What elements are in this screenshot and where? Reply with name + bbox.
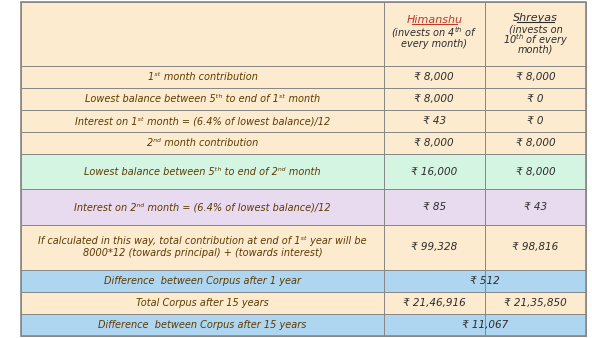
Polygon shape [21, 2, 384, 66]
Text: ₹ 21,46,916: ₹ 21,46,916 [403, 298, 466, 308]
Polygon shape [384, 2, 485, 66]
Polygon shape [21, 190, 384, 224]
Text: ₹ 0: ₹ 0 [527, 116, 544, 126]
Polygon shape [384, 132, 485, 154]
Polygon shape [384, 270, 586, 292]
Text: Himanshu: Himanshu [406, 15, 462, 25]
Polygon shape [384, 88, 485, 110]
Polygon shape [485, 154, 586, 190]
Text: ₹ 43: ₹ 43 [524, 202, 547, 212]
Polygon shape [21, 154, 384, 190]
Text: 1ˢᵗ month contribution: 1ˢᵗ month contribution [147, 72, 258, 82]
Text: ₹ 98,816: ₹ 98,816 [513, 242, 559, 252]
Polygon shape [384, 154, 485, 190]
Text: Difference  between Corpus after 15 years: Difference between Corpus after 15 years [98, 320, 307, 330]
Polygon shape [384, 314, 586, 336]
Text: Shreyas: Shreyas [513, 13, 558, 23]
Text: Difference  between Corpus after 1 year: Difference between Corpus after 1 year [104, 276, 301, 286]
Polygon shape [21, 270, 384, 292]
Polygon shape [485, 190, 586, 224]
Polygon shape [485, 224, 586, 270]
Polygon shape [384, 110, 485, 132]
Text: ₹ 99,328: ₹ 99,328 [411, 242, 458, 252]
Polygon shape [485, 292, 586, 314]
Text: Lowest balance between 5ᵗʰ to end of 1ˢᵗ month: Lowest balance between 5ᵗʰ to end of 1ˢᵗ… [85, 94, 320, 104]
Polygon shape [485, 110, 586, 132]
Text: Interest on 1ˢᵗ month = (6.4% of lowest balance)/12: Interest on 1ˢᵗ month = (6.4% of lowest … [75, 116, 330, 126]
Polygon shape [384, 190, 485, 224]
Text: 2ⁿᵈ month contribution: 2ⁿᵈ month contribution [147, 138, 258, 148]
Polygon shape [21, 110, 384, 132]
Polygon shape [485, 132, 586, 154]
Text: ₹ 8,000: ₹ 8,000 [516, 138, 555, 148]
Text: ₹ 11,067: ₹ 11,067 [462, 320, 508, 330]
Polygon shape [21, 66, 384, 88]
Polygon shape [21, 292, 384, 314]
Text: ₹ 512: ₹ 512 [470, 276, 500, 286]
Text: ₹ 43: ₹ 43 [423, 116, 446, 126]
Text: (invests on 4$^{th}$ of: (invests on 4$^{th}$ of [391, 26, 477, 41]
Text: If calculated in this way, total contribution at end of 1ˢᵗ year will be
8000*12: If calculated in this way, total contrib… [38, 236, 367, 258]
Text: Total Corpus after 15 years: Total Corpus after 15 years [136, 298, 269, 308]
Polygon shape [384, 292, 485, 314]
Polygon shape [21, 88, 384, 110]
Polygon shape [21, 314, 384, 336]
Text: ₹ 0: ₹ 0 [527, 94, 544, 104]
Polygon shape [485, 88, 586, 110]
Polygon shape [384, 66, 485, 88]
Text: ₹ 8,000: ₹ 8,000 [516, 72, 555, 82]
Text: ₹ 8,000: ₹ 8,000 [414, 138, 454, 148]
Text: Lowest balance between 5ᵗʰ to end of 2ⁿᵈ month: Lowest balance between 5ᵗʰ to end of 2ⁿᵈ… [84, 167, 321, 177]
Text: ₹ 85: ₹ 85 [423, 202, 446, 212]
Text: 10$^{th}$ of every: 10$^{th}$ of every [503, 32, 568, 48]
Text: every month): every month) [401, 39, 467, 49]
Text: month): month) [518, 45, 553, 55]
Text: ₹ 8,000: ₹ 8,000 [516, 167, 555, 177]
Text: Interest on 2ⁿᵈ month = (6.4% of lowest balance)/12: Interest on 2ⁿᵈ month = (6.4% of lowest … [74, 202, 331, 212]
Text: ₹ 16,000: ₹ 16,000 [411, 167, 458, 177]
Polygon shape [485, 2, 586, 66]
Text: ₹ 21,35,850: ₹ 21,35,850 [504, 298, 567, 308]
Polygon shape [21, 132, 384, 154]
Text: ₹ 8,000: ₹ 8,000 [414, 94, 454, 104]
Text: (invests on: (invests on [509, 25, 562, 35]
Text: ₹ 8,000: ₹ 8,000 [414, 72, 454, 82]
Polygon shape [21, 224, 384, 270]
Polygon shape [485, 66, 586, 88]
Polygon shape [384, 224, 485, 270]
